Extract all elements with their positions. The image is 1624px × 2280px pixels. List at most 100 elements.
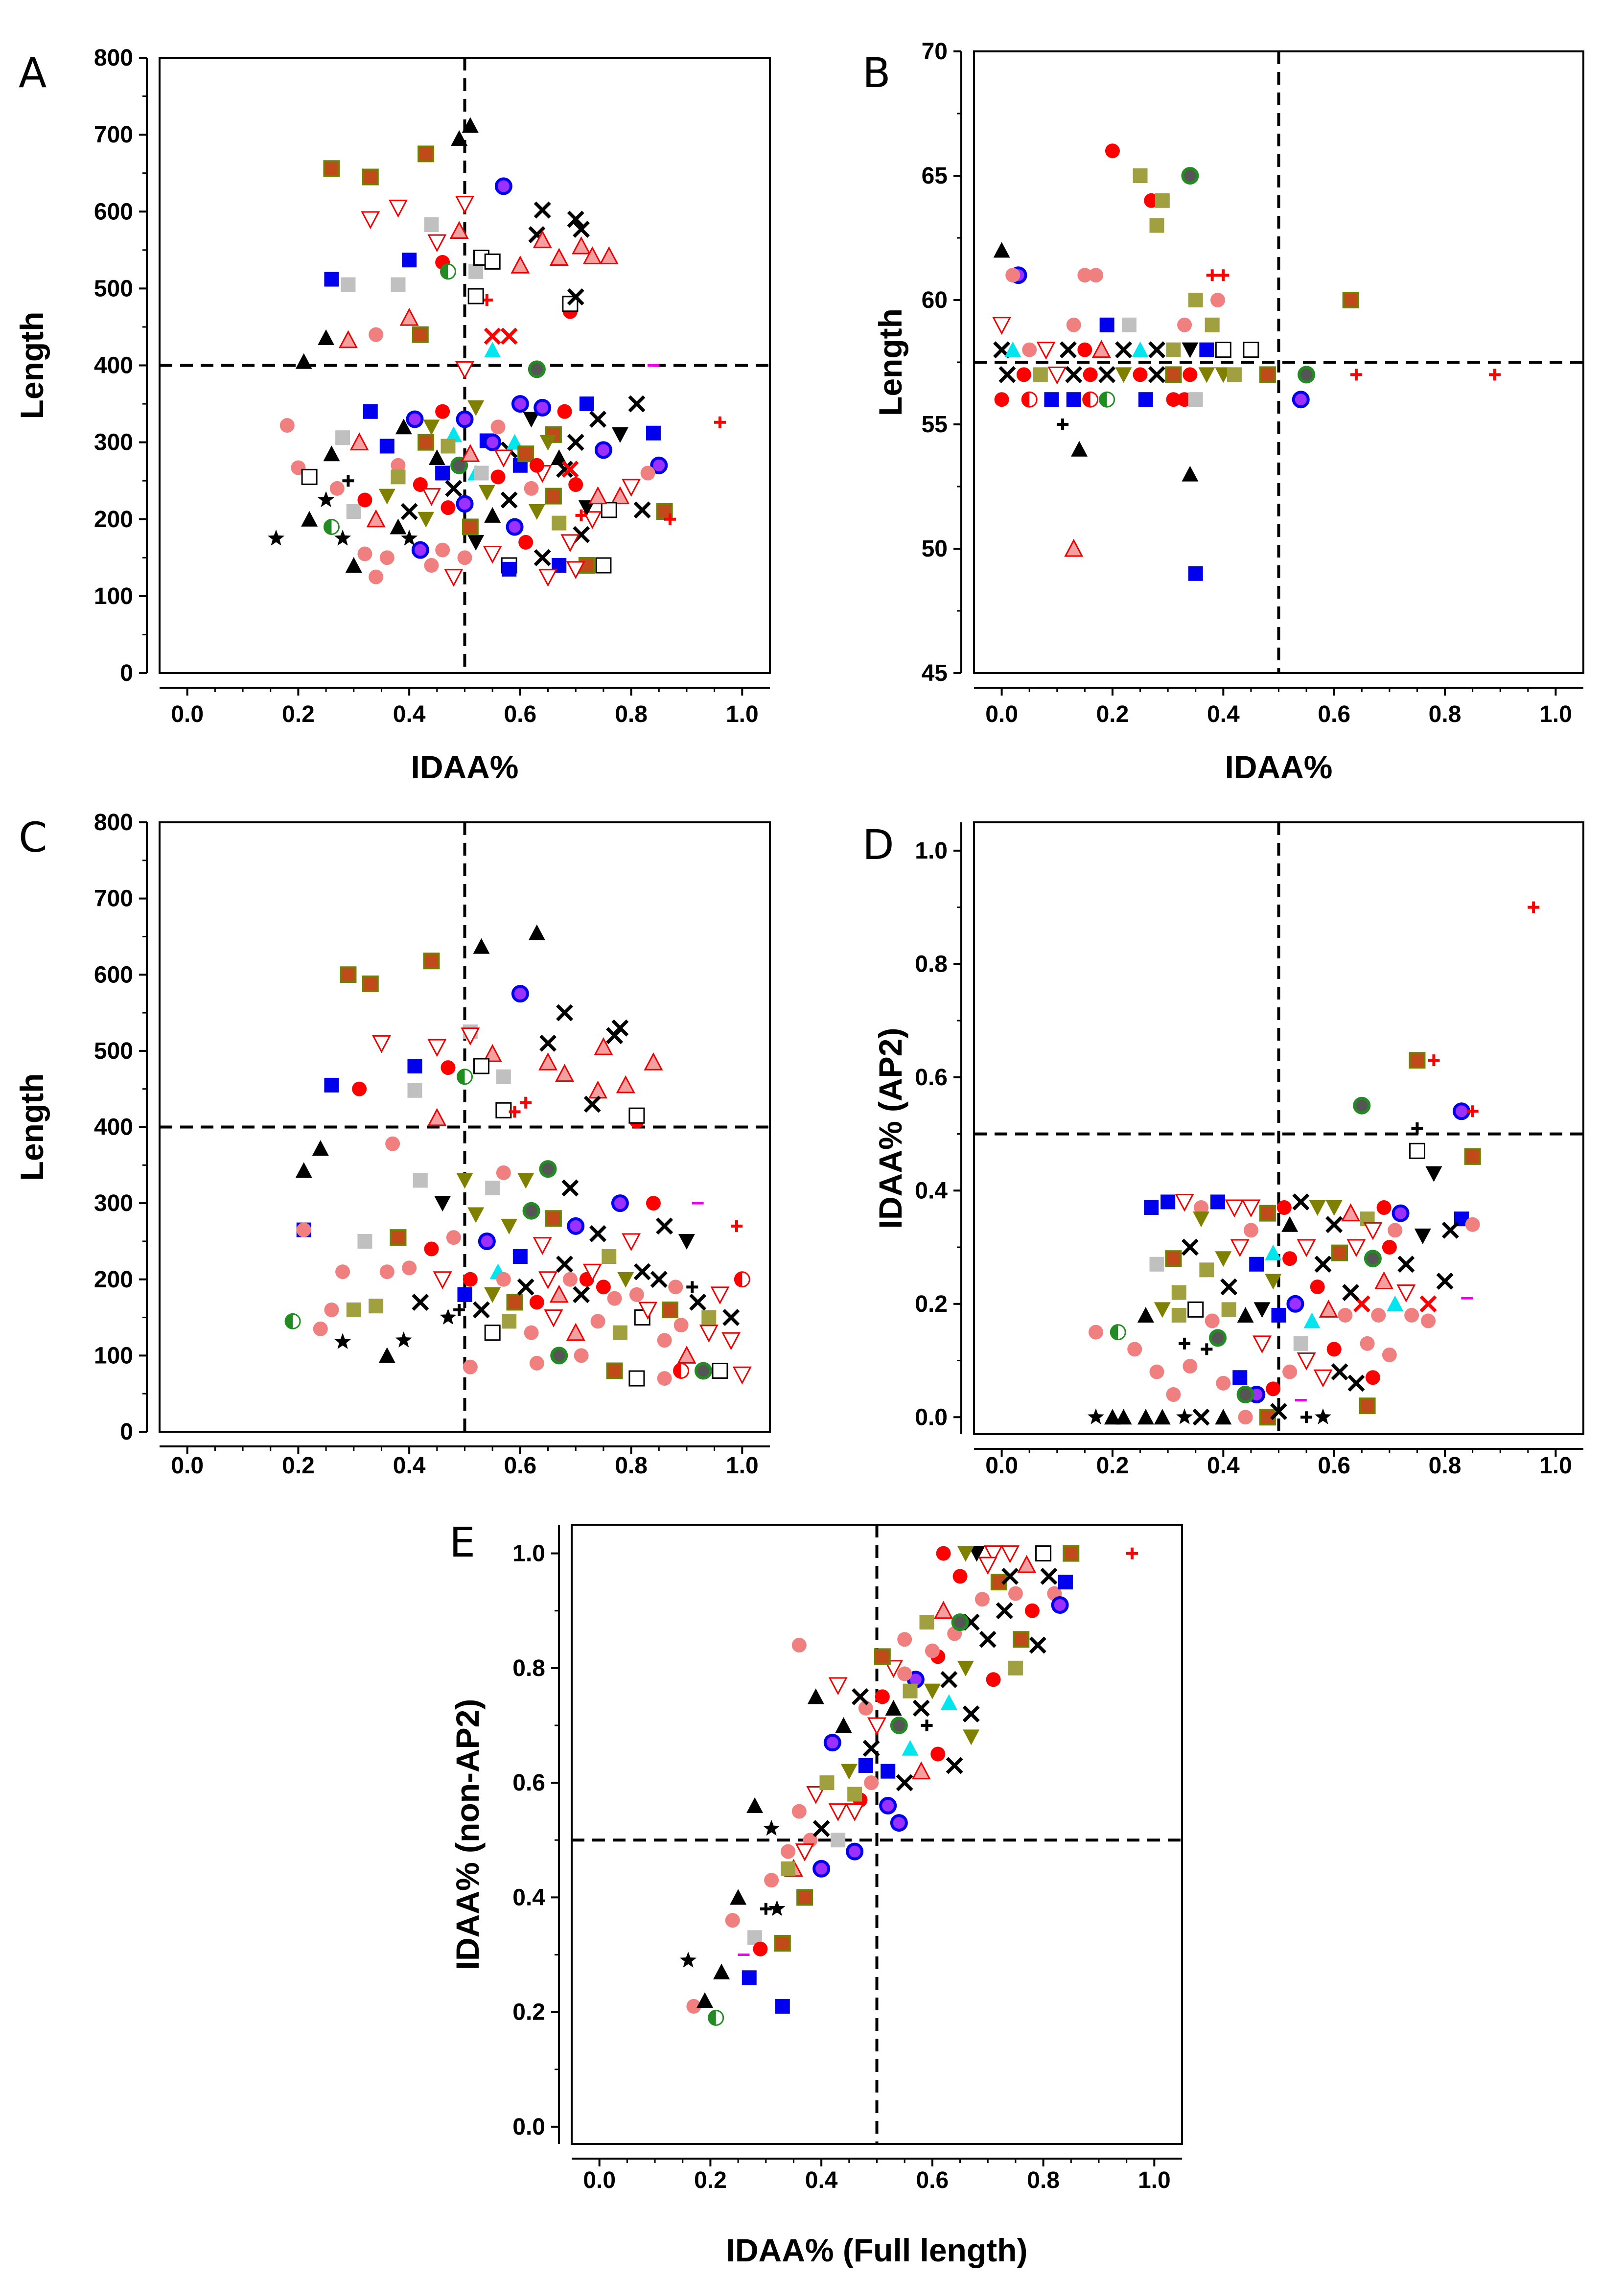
data-point: [500, 491, 518, 509]
data-point: [462, 518, 479, 535]
data-point: [483, 545, 502, 564]
data-point: [1326, 1342, 1342, 1357]
data-point: [510, 256, 530, 274]
data-point: [701, 1310, 717, 1325]
data-point: [295, 353, 312, 369]
data-point: [840, 1764, 858, 1780]
data-point: [1077, 268, 1092, 283]
data-point: [796, 1889, 813, 1906]
data-point: [1206, 269, 1218, 281]
data-point: [1237, 1306, 1254, 1323]
data-point: [1000, 1545, 1020, 1563]
data-point: [1271, 1307, 1286, 1323]
data-point: [1005, 268, 1021, 283]
y-tick-label: 100: [94, 583, 133, 609]
data-point: [301, 468, 318, 485]
y-tick-label: 500: [94, 276, 133, 302]
data-point: [1300, 1411, 1313, 1423]
data-point: [582, 1263, 602, 1282]
data-point: [523, 412, 540, 428]
data-point: [650, 1271, 668, 1288]
data-point: [412, 1293, 429, 1311]
data-point: [812, 1860, 831, 1878]
data-point: [568, 477, 583, 492]
data-point: [560, 534, 580, 553]
data-point: [1341, 1203, 1361, 1222]
data-point: [590, 1314, 605, 1329]
y-tick-label: 0: [120, 1419, 133, 1445]
data-point: [434, 1196, 451, 1212]
data-point: [371, 1035, 391, 1053]
data-point: [1382, 1240, 1397, 1255]
data-point: [582, 511, 602, 529]
data-point: [896, 1774, 913, 1791]
data-point: [640, 465, 655, 481]
y-tick-label: 200: [94, 1267, 133, 1293]
data-point: [1115, 367, 1132, 383]
data-point: [484, 507, 501, 523]
data-point: [1243, 1223, 1258, 1238]
y-tick-label: 700: [94, 122, 133, 148]
data-point: [385, 1136, 400, 1151]
data-point: [725, 1913, 740, 1928]
data-point: [1155, 193, 1170, 208]
x-axis-title: IDAA%: [411, 749, 518, 785]
data-point: [1149, 218, 1164, 233]
data-point: [435, 404, 450, 419]
data-point: [474, 465, 489, 481]
x-tick-label: 1.0: [1539, 701, 1572, 727]
data-point: [831, 1833, 846, 1848]
x-tick-label: 0.6: [1318, 701, 1350, 727]
data-point: [993, 242, 1010, 258]
data-point: [1115, 341, 1133, 359]
data-point: [1303, 1312, 1321, 1328]
data-point: [732, 1366, 752, 1385]
data-point: [594, 441, 612, 459]
data-point: [549, 1284, 569, 1303]
data-point: [1360, 1336, 1375, 1351]
data-point: [1188, 293, 1203, 307]
data-point: [595, 557, 612, 574]
data-point: [1466, 1105, 1479, 1117]
data-point: [578, 500, 595, 516]
x-axis-title: IDAA% (Full length): [726, 2232, 1028, 2268]
data-point: [440, 263, 456, 280]
data-point: [1160, 1194, 1176, 1210]
x-tick-label: 0.8: [615, 1453, 648, 1479]
data-point: [1137, 1409, 1154, 1425]
panel-a: A 0.0 0.2 0.4 0.6 0.8 1.0 0 100 200 300 400 500 600 70…: [14, 45, 771, 785]
data-point: [1488, 369, 1501, 381]
data-point: [858, 1758, 873, 1773]
data-point: [318, 491, 335, 507]
data-point: [323, 518, 340, 535]
data-point: [1376, 1200, 1392, 1215]
data-point: [522, 1202, 540, 1220]
data-point: [867, 1717, 886, 1736]
x-tick-label: 0.8: [1429, 701, 1462, 727]
data-point: [378, 1347, 395, 1363]
data-point: [686, 1281, 698, 1293]
data-point: [610, 486, 630, 505]
data-point: [1001, 1567, 1019, 1585]
data-point: [567, 1217, 585, 1235]
data-point: [556, 1004, 574, 1022]
data-point: [881, 1764, 896, 1779]
y-tick-label: 65: [922, 163, 948, 189]
data-point: [1215, 1251, 1232, 1267]
data-point: [441, 439, 456, 454]
x-tick-label: 1.0: [1539, 1453, 1572, 1479]
data-point: [611, 427, 628, 443]
data-point: [979, 1630, 997, 1648]
data-point: [449, 221, 469, 239]
data-point: [346, 504, 361, 519]
data-point: [791, 1637, 807, 1652]
y-tick-label: 400: [94, 1115, 133, 1140]
data-point: [611, 1194, 629, 1212]
data-point: [633, 501, 651, 519]
x-tick-label: 0.2: [694, 2167, 727, 2193]
data-point: [349, 432, 369, 451]
data-point: [1388, 1223, 1403, 1238]
data-point: [774, 1935, 791, 1952]
panel-letter: E: [449, 1518, 475, 1566]
data-point: [1199, 1262, 1214, 1278]
